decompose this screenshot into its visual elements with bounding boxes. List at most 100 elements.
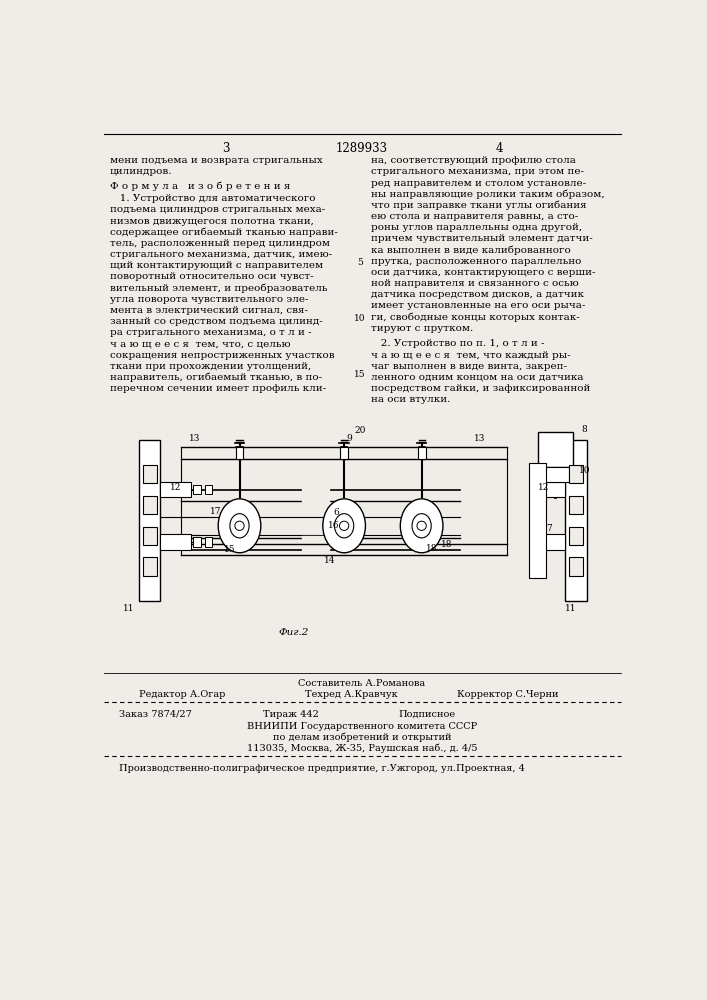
Text: ч а ю щ е е с я  тем, что каждый ры-: ч а ю щ е е с я тем, что каждый ры- — [371, 351, 571, 360]
Text: 17: 17 — [210, 507, 221, 516]
Text: содержащее огибаемый тканью направи-: содержащее огибаемый тканью направи- — [110, 228, 338, 237]
Text: ленного одним концом на оси датчика: ленного одним концом на оси датчика — [371, 373, 584, 382]
Text: вительный элемент, и преобразователь: вительный элемент, и преобразователь — [110, 284, 327, 293]
Text: 10: 10 — [580, 466, 591, 475]
Text: 14: 14 — [325, 556, 336, 565]
Bar — [160, 534, 192, 550]
Text: ч а ю щ е е с я  тем, что, с целью: ч а ю щ е е с я тем, что, с целью — [110, 339, 291, 348]
Text: перечном сечении имеет профиль кли-: перечном сечении имеет профиль кли- — [110, 384, 326, 393]
Text: Корректор С.Черни: Корректор С.Черни — [457, 690, 558, 699]
Text: 6: 6 — [334, 508, 339, 517]
Text: 16: 16 — [328, 521, 340, 530]
Text: 12: 12 — [539, 483, 550, 492]
Text: Заказ 7874/27: Заказ 7874/27 — [119, 710, 192, 719]
Bar — [569, 557, 583, 576]
Text: стригального механизма, датчик, имею-: стригального механизма, датчик, имею- — [110, 250, 332, 259]
Text: мени подъема и возврата стригальных: мени подъема и возврата стригальных — [110, 156, 323, 165]
Text: поворотный относительно оси чувст-: поворотный относительно оси чувст- — [110, 272, 314, 281]
Bar — [204, 485, 212, 494]
Text: занный со средством подъема цилинд-: занный со средством подъема цилинд- — [110, 317, 323, 326]
Text: ею стола и направителя равны, а сто-: ею стола и направителя равны, а сто- — [371, 212, 578, 221]
Bar — [529, 463, 546, 578]
Text: мента в электрический сигнал, свя-: мента в электрический сигнал, свя- — [110, 306, 308, 315]
Bar — [569, 496, 583, 514]
Text: на оси втулки.: на оси втулки. — [371, 395, 450, 404]
Text: 12: 12 — [170, 483, 181, 492]
Text: стригального механизма, при этом пе-: стригального механизма, при этом пе- — [371, 167, 584, 176]
Text: 5: 5 — [357, 258, 363, 267]
Text: 20: 20 — [354, 426, 366, 435]
Bar — [235, 447, 243, 459]
Text: Редактор А.Огар: Редактор А.Огар — [139, 690, 225, 699]
Text: 3: 3 — [222, 142, 229, 155]
Text: 13: 13 — [474, 434, 486, 443]
Ellipse shape — [218, 499, 261, 553]
Text: Тираж 442: Тираж 442 — [263, 710, 319, 719]
Bar — [542, 466, 569, 482]
Text: что при заправке ткани углы огибания: что при заправке ткани углы огибания — [371, 201, 587, 210]
Text: 9: 9 — [346, 434, 352, 443]
Text: ткани при прохождении утолщений,: ткани при прохождении утолщений, — [110, 362, 311, 371]
Text: 7: 7 — [547, 524, 552, 533]
Text: ны направляющие ролики таким образом,: ны направляющие ролики таким образом, — [371, 190, 605, 199]
Text: посредством гайки, и зафиксированной: посредством гайки, и зафиксированной — [371, 384, 590, 393]
Text: 13: 13 — [189, 434, 200, 443]
Ellipse shape — [400, 499, 443, 553]
Text: Составитель А.Романова: Составитель А.Романова — [298, 679, 426, 688]
Bar — [143, 557, 156, 576]
Text: тель, расположенный перед цилиндром: тель, расположенный перед цилиндром — [110, 239, 330, 248]
Bar — [143, 465, 156, 483]
Bar — [534, 534, 565, 550]
Text: Фиг.2: Фиг.2 — [279, 628, 309, 637]
Text: 15: 15 — [223, 545, 235, 554]
Text: 18: 18 — [426, 544, 438, 553]
Text: 11: 11 — [123, 604, 134, 613]
Bar — [160, 482, 192, 497]
Text: 15: 15 — [354, 370, 366, 379]
Text: Подписное: Подписное — [398, 710, 455, 719]
Text: 1. Устройство для автоматического: 1. Устройство для автоматического — [110, 194, 315, 203]
Text: датчика посредством дисков, а датчик: датчика посредством дисков, а датчик — [371, 290, 584, 299]
Text: ка выполнен в виде калиброванного: ка выполнен в виде калиброванного — [371, 246, 571, 255]
Bar — [204, 537, 212, 547]
Bar — [534, 482, 565, 497]
Text: 18: 18 — [440, 540, 452, 549]
Text: угла поворота чувствительного эле-: угла поворота чувствительного эле- — [110, 295, 308, 304]
Text: цилиндров.: цилиндров. — [110, 167, 173, 176]
Circle shape — [235, 521, 244, 530]
Bar — [418, 447, 426, 459]
Text: оси датчика, контактирующего с верши-: оси датчика, контактирующего с верши- — [371, 268, 596, 277]
Text: ред направителем и столом установле-: ред направителем и столом установле- — [371, 179, 586, 188]
Text: 8: 8 — [581, 425, 588, 434]
Ellipse shape — [230, 514, 249, 538]
Bar — [340, 447, 348, 459]
Text: направитель, огибаемый тканью, в по-: направитель, огибаемый тканью, в по- — [110, 373, 322, 382]
Text: тируют с прутком.: тируют с прутком. — [371, 324, 474, 333]
Ellipse shape — [323, 499, 366, 553]
Text: ги, свободные концы которых контак-: ги, свободные концы которых контак- — [371, 312, 580, 322]
Text: роны углов параллельны одна другой,: роны углов параллельны одна другой, — [371, 223, 583, 232]
Text: ной направителя и связанного с осью: ной направителя и связанного с осью — [371, 279, 579, 288]
Text: прутка, расположенного параллельно: прутка, расположенного параллельно — [371, 257, 582, 266]
Text: 113035, Москва, Ж-35, Раушская наб., д. 4/5: 113035, Москва, Ж-35, Раушская наб., д. … — [247, 744, 477, 753]
Text: 11: 11 — [566, 604, 577, 613]
Circle shape — [339, 521, 349, 530]
Text: ВНИИПИ Государственного комитета СССР: ВНИИПИ Государственного комитета СССР — [247, 722, 477, 731]
Bar — [193, 485, 201, 494]
Text: на, соответствующий профилю стола: на, соответствующий профилю стола — [371, 156, 576, 165]
Text: подъема цилиндров стригальных меха-: подъема цилиндров стригальных меха- — [110, 205, 325, 214]
Text: имеет установленные на его оси рыча-: имеет установленные на его оси рыча- — [371, 301, 585, 310]
Text: Производственно-полиграфическое предприятие, г.Ужгород, ул.Проектная, 4: Производственно-полиграфическое предприя… — [119, 764, 525, 773]
Text: причем чувствительный элемент датчи-: причем чувствительный элемент датчи- — [371, 234, 593, 243]
Bar — [569, 465, 583, 483]
Text: Ф о р м у л а   и з о б р е т е н и я: Ф о р м у л а и з о б р е т е н и я — [110, 182, 291, 191]
Text: сокращения непростриженных участков: сокращения непростриженных участков — [110, 351, 334, 360]
Bar — [143, 527, 156, 545]
Ellipse shape — [412, 514, 431, 538]
Text: чаг выполнен в виде винта, закреп-: чаг выполнен в виде винта, закреп- — [371, 362, 567, 371]
Text: 4: 4 — [496, 142, 503, 155]
Bar — [569, 527, 583, 545]
Bar — [193, 537, 201, 547]
Circle shape — [417, 521, 426, 530]
Text: по делам изобретений и открытий: по делам изобретений и открытий — [273, 733, 451, 742]
